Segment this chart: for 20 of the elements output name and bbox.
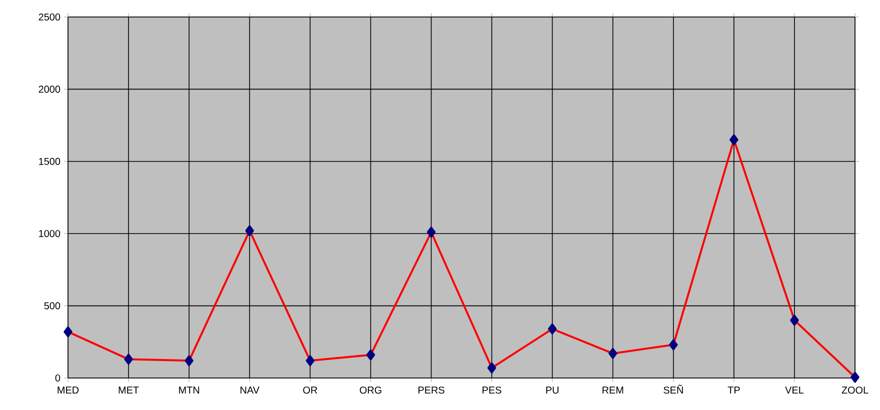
y-tick-label: 0 xyxy=(55,374,60,382)
x-tick-label: PES xyxy=(482,386,502,394)
x-tick-label: TP xyxy=(728,386,740,394)
y-tick-label: 2500 xyxy=(38,13,60,21)
x-tick-label: SEÑ xyxy=(664,384,683,394)
x-tick-label: ORG xyxy=(360,386,382,394)
y-tick-label: 500 xyxy=(44,302,60,310)
y-tick-label: 1500 xyxy=(39,158,60,165)
x-tick-label: MED xyxy=(58,386,79,394)
x-tick-label: ZOOL xyxy=(842,386,868,394)
x-tick-label: NAV xyxy=(240,386,260,394)
x-tick-label: MTN xyxy=(179,386,200,394)
x-tick-label: VEL xyxy=(785,386,804,394)
y-tick-label: 1000 xyxy=(39,230,60,238)
y-tick-label: 2000 xyxy=(38,86,60,93)
x-tick-label: PU xyxy=(546,386,558,394)
x-tick-label: PERS xyxy=(418,386,444,394)
x-tick-label: OR xyxy=(303,386,318,394)
x-tick-label: MET xyxy=(118,386,139,394)
x-tick-label: REM xyxy=(602,386,624,394)
